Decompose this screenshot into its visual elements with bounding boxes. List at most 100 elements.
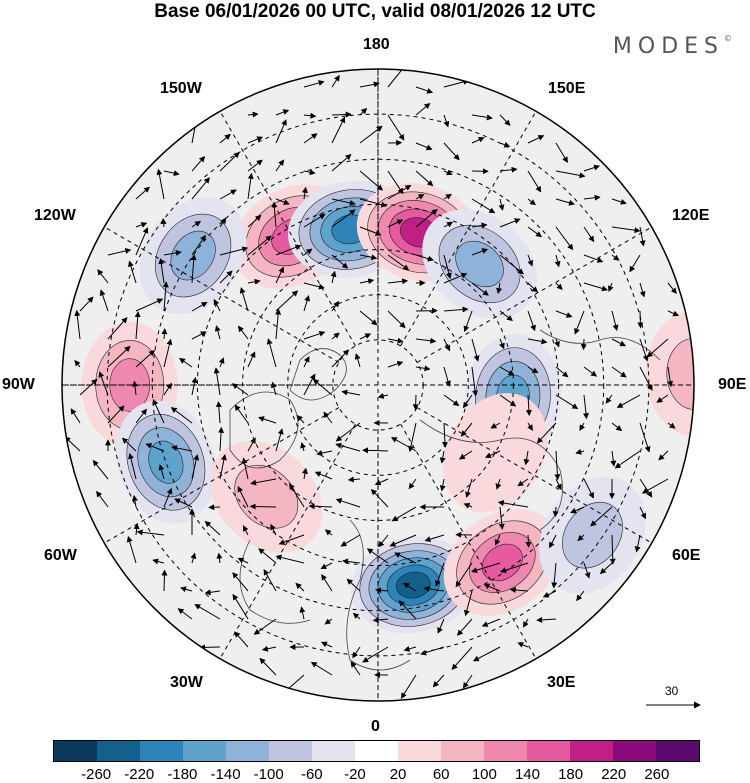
wind-arrow	[639, 506, 647, 520]
wind-arrow	[136, 529, 165, 536]
wind-arrow	[96, 490, 109, 508]
wind-arrow	[443, 394, 460, 407]
wind-arrow	[583, 194, 601, 201]
wind-arrow	[232, 572, 249, 592]
wind-arrow	[527, 422, 533, 431]
lon-label-150E: 150E	[548, 80, 586, 97]
wind-arrow	[499, 218, 521, 228]
wind-arrow	[190, 552, 197, 564]
wind-arrow	[191, 331, 207, 340]
wind-arrow	[204, 589, 221, 596]
meridian-line	[104, 407, 340, 544]
wind-arrow	[152, 558, 165, 565]
wind-arrow	[389, 534, 417, 547]
wind-arrow	[261, 645, 277, 652]
wind-arrow	[296, 414, 305, 424]
wind-arrow	[303, 133, 318, 144]
wind-arrow	[331, 74, 340, 88]
wind-arrow	[527, 226, 543, 238]
colorbar-swatch	[484, 741, 527, 761]
wind-arrow	[574, 310, 585, 335]
wind-arrow	[605, 394, 613, 404]
wind-arrow	[499, 562, 529, 574]
wind-arrow	[658, 450, 669, 461]
wind-arrow	[359, 333, 372, 340]
wind-arrow	[400, 674, 417, 699]
wind-arrow	[253, 618, 277, 635]
modes-logo: MODES©	[613, 34, 732, 59]
meridian-line	[219, 423, 356, 659]
colorbar-tick-label: 260	[644, 766, 670, 783]
wind-arrow	[639, 282, 646, 298]
wind-arrow	[552, 506, 559, 518]
wind-arrow	[523, 618, 529, 628]
wind-arrow	[219, 189, 237, 200]
wind-arrow	[191, 301, 208, 312]
colorbar-swatch	[656, 741, 699, 761]
wind-arrow	[335, 498, 361, 508]
wind-arrow	[498, 506, 505, 530]
colorbar-swatch	[183, 741, 226, 761]
wind-arrow	[247, 136, 264, 144]
wind-arrow	[126, 535, 137, 564]
wind-arrow	[639, 338, 649, 362]
wind-arrow	[320, 562, 333, 570]
colorbar-tick-label: -60	[300, 766, 323, 783]
wind-arrow	[590, 506, 613, 527]
wind-arrow	[646, 338, 669, 358]
wind-arrow	[415, 170, 434, 187]
wind-arrow	[471, 114, 493, 121]
wind-arrow	[331, 300, 340, 312]
wind-arrow	[239, 287, 249, 312]
wind-arrow	[234, 631, 249, 648]
wind-arrow	[135, 349, 156, 368]
colorbar-tick-label: 60	[432, 766, 450, 783]
wind-arrow	[641, 478, 669, 494]
wind-arrow	[611, 422, 623, 432]
wind-arrow	[611, 254, 620, 261]
wind-arrow	[575, 448, 585, 455]
wind-arrow	[128, 452, 137, 480]
wind-arrow	[523, 450, 530, 466]
wind-arrow	[471, 282, 489, 296]
lon-label-60W: 60W	[44, 547, 77, 564]
wind-arrow	[316, 450, 333, 457]
wind-arrow	[443, 306, 469, 313]
wind-arrow	[359, 81, 380, 88]
colorbar-tick-label: 180	[558, 766, 584, 783]
wind-arrow	[237, 485, 249, 508]
wind-arrow	[443, 221, 454, 228]
colorbar-tick-label: -260	[81, 766, 112, 783]
wind-arrow	[295, 582, 305, 592]
colorbar-swatch	[570, 741, 613, 761]
colorbar-swatch	[527, 741, 570, 761]
wind-arrow	[335, 422, 361, 442]
wind-arrow	[194, 604, 221, 620]
wind-arrow	[424, 534, 445, 543]
wind-arrow	[314, 471, 333, 480]
wind-arrow	[387, 278, 409, 285]
wind-arrow	[98, 371, 109, 396]
wind-arrow	[462, 674, 473, 689]
wind-arrow	[387, 184, 412, 200]
wind-arrow	[499, 338, 505, 350]
wind-arrow	[525, 534, 532, 548]
wind-arrow	[471, 562, 501, 574]
anomaly-contour	[395, 571, 431, 599]
wind-arrow	[231, 383, 249, 396]
wind-arrow	[583, 366, 598, 377]
wind-arrow	[481, 618, 501, 627]
wind-arrow	[232, 593, 249, 620]
wind-arrow	[303, 282, 325, 290]
colorbar-tick-label: -180	[167, 766, 198, 783]
colorbar-swatch	[226, 741, 269, 761]
colorbar-tick-label: -140	[210, 766, 241, 783]
wind-arrow	[163, 487, 173, 508]
wind-arrow	[527, 198, 536, 206]
wind-arrow	[241, 457, 249, 480]
wind-arrow	[340, 534, 361, 547]
wind-arrow	[170, 407, 193, 424]
wind-arrow	[219, 246, 249, 256]
meridian-line	[219, 111, 356, 347]
wind-arrow	[527, 282, 539, 293]
